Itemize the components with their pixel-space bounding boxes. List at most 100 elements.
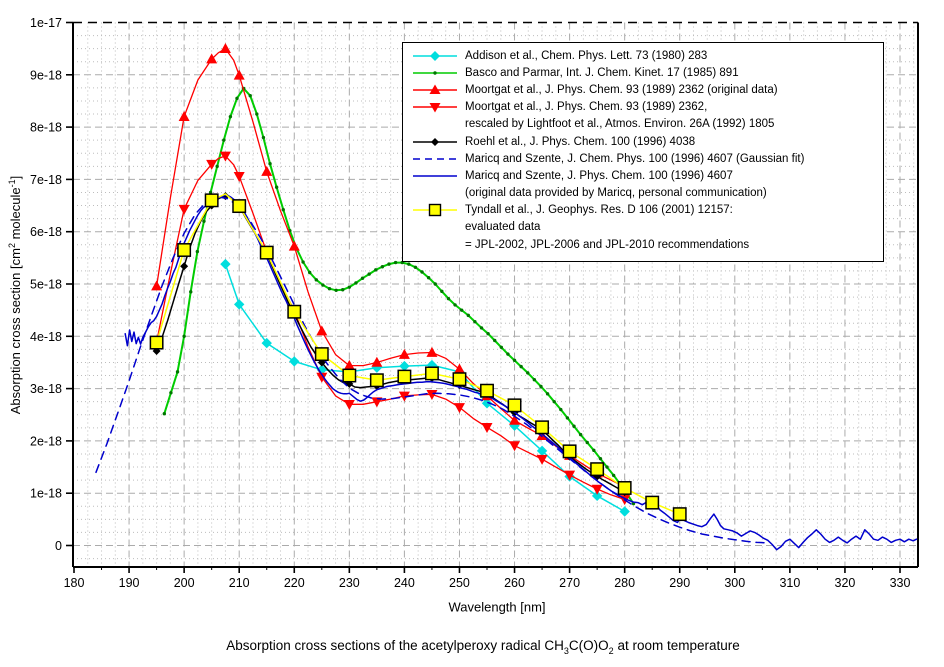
legend-row: Tyndall et al., J. Geophys. Res. D 106 (… <box>409 202 883 219</box>
legend-entry-text: Tyndall et al., J. Geophys. Res. D 106 (… <box>465 204 733 217</box>
marker-dot <box>334 288 338 292</box>
series-line <box>163 87 635 505</box>
marker-dot <box>572 424 576 428</box>
x-axis-title: Wavelength [nm] <box>448 599 546 615</box>
marker-square <box>177 243 192 257</box>
marker-dot <box>420 270 424 274</box>
marker-triangle-up <box>426 346 438 357</box>
legend-entry-text: Moortgat et al., J. Phys. Chem. 93 (1989… <box>465 101 708 114</box>
marker-dot <box>169 391 173 395</box>
marker-triangle-up <box>343 359 355 370</box>
marker-dot <box>235 96 239 101</box>
marker-dot <box>512 358 517 363</box>
marker-dot <box>598 456 603 461</box>
marker-square <box>507 398 522 413</box>
marker-diamond <box>220 258 231 270</box>
chart-plot-area: 0 1e-18 2e-18 3e-18 4e-18 5e-18 6e-18 7e-18 8e-1… <box>30 16 919 590</box>
marker-dot <box>195 249 200 254</box>
marker-dot <box>592 448 596 453</box>
marker-diamond <box>481 398 493 409</box>
marker-dot <box>321 283 325 287</box>
marker-dot <box>552 399 556 404</box>
marker-dot <box>526 371 530 375</box>
legend-symbol-none-icon <box>413 175 457 177</box>
marker-triangle-down <box>426 390 438 401</box>
marker-triangle-up <box>371 356 383 367</box>
legend-row: rescaled by Lightfoot et al., Atmos. Env… <box>409 116 883 133</box>
marker-dot <box>367 272 371 276</box>
y-tick-label: 4e-18 <box>30 330 62 344</box>
marker-dot <box>248 94 252 98</box>
legend-row: Basco and Parmar, Int. J. Chem. Kinet. 1… <box>409 64 883 81</box>
legend-symbol-spacer <box>409 186 461 200</box>
marker-triangle-up <box>316 325 328 336</box>
marker-dot <box>446 296 451 301</box>
marker-dot <box>380 265 385 269</box>
marker-dot <box>407 262 411 266</box>
marker-triangle-up <box>206 53 218 64</box>
x-tick-label: 320 <box>835 576 856 590</box>
marker-diamond <box>234 299 245 310</box>
legend-symbol <box>409 169 461 183</box>
legend-symbol <box>409 135 461 149</box>
legend-entry-text: Addison et al., Chem. Phys. Lett. 73 (19… <box>465 49 708 62</box>
marker-dot <box>347 285 352 289</box>
x-tick-label: 220 <box>284 576 305 590</box>
marker-dot <box>222 138 226 142</box>
legend-row: Roehl et al., J. Phys. Chem. 100 (1996) … <box>409 133 883 150</box>
marker-triangle-down <box>564 470 576 481</box>
marker-dot <box>559 407 563 412</box>
y-tick-label: 7e-18 <box>30 173 62 187</box>
marker-dot <box>393 260 398 265</box>
marker-triangle-down <box>206 159 218 170</box>
legend-symbol-dot-icon <box>413 71 457 75</box>
marker-triangle-down <box>398 391 410 402</box>
marker-triangle-down <box>509 441 521 452</box>
marker-dot <box>274 185 279 189</box>
marker-triangle-up <box>536 429 548 440</box>
legend-symbol-square-icon <box>413 204 457 217</box>
marker-triangle-down <box>371 397 383 408</box>
x-tick-label: 260 <box>504 576 525 590</box>
marker-dot <box>202 219 206 223</box>
marker-diamond <box>536 445 548 457</box>
x-tick-label: 180 <box>64 576 85 590</box>
marker-dot <box>327 287 332 291</box>
marker-square <box>645 495 660 510</box>
marker-triangle-up <box>178 110 190 121</box>
marker-square <box>452 372 467 387</box>
legend-symbol <box>409 66 461 80</box>
legend-symbol-spacer <box>409 220 461 234</box>
marker-diamond <box>289 356 300 367</box>
legend-symbol-spacer <box>409 238 461 252</box>
x-tick-label: 310 <box>779 576 800 590</box>
legend-symbol <box>409 83 461 97</box>
marker-dot <box>268 162 272 166</box>
marker-diamond <box>399 360 410 372</box>
legend-entry-text: Maricq and Szente, J. Chem. Phys. 100 (1… <box>465 152 805 165</box>
marker-triangle-down <box>233 171 245 182</box>
marker-dot <box>499 345 504 349</box>
marker-dot <box>426 276 431 280</box>
marker-dot <box>440 289 444 294</box>
x-tick-label: 190 <box>119 576 140 590</box>
y-axis-title: Absorption cross section [cm2 molecule-1… <box>6 175 24 415</box>
legend-entry-text: Moortgat et al., J. Phys. Chem. 93 (1989… <box>465 83 778 96</box>
legend-entry-text: Roehl et al., J. Phys. Chem. 100 (1996) … <box>465 135 696 148</box>
legend-symbol-diamond-small-icon <box>413 137 457 146</box>
marker-dot <box>479 326 484 330</box>
x-tick-label: 240 <box>394 576 415 590</box>
y-tick-label: 0 <box>55 539 62 553</box>
marker-square <box>287 304 302 319</box>
legend-row: Addison et al., Chem. Phys. Lett. 73 (19… <box>409 47 883 64</box>
marker-square <box>535 420 550 435</box>
marker-dot <box>215 164 219 169</box>
figure-caption: Absorption cross sections of the acetylp… <box>226 638 740 656</box>
marker-square <box>259 245 274 260</box>
marker-dot <box>314 278 318 282</box>
x-tick-label: 250 <box>449 576 470 590</box>
y-tick-label: 9e-18 <box>30 68 62 82</box>
marker-square <box>617 481 632 495</box>
y-tick-label: 2e-18 <box>30 434 62 448</box>
